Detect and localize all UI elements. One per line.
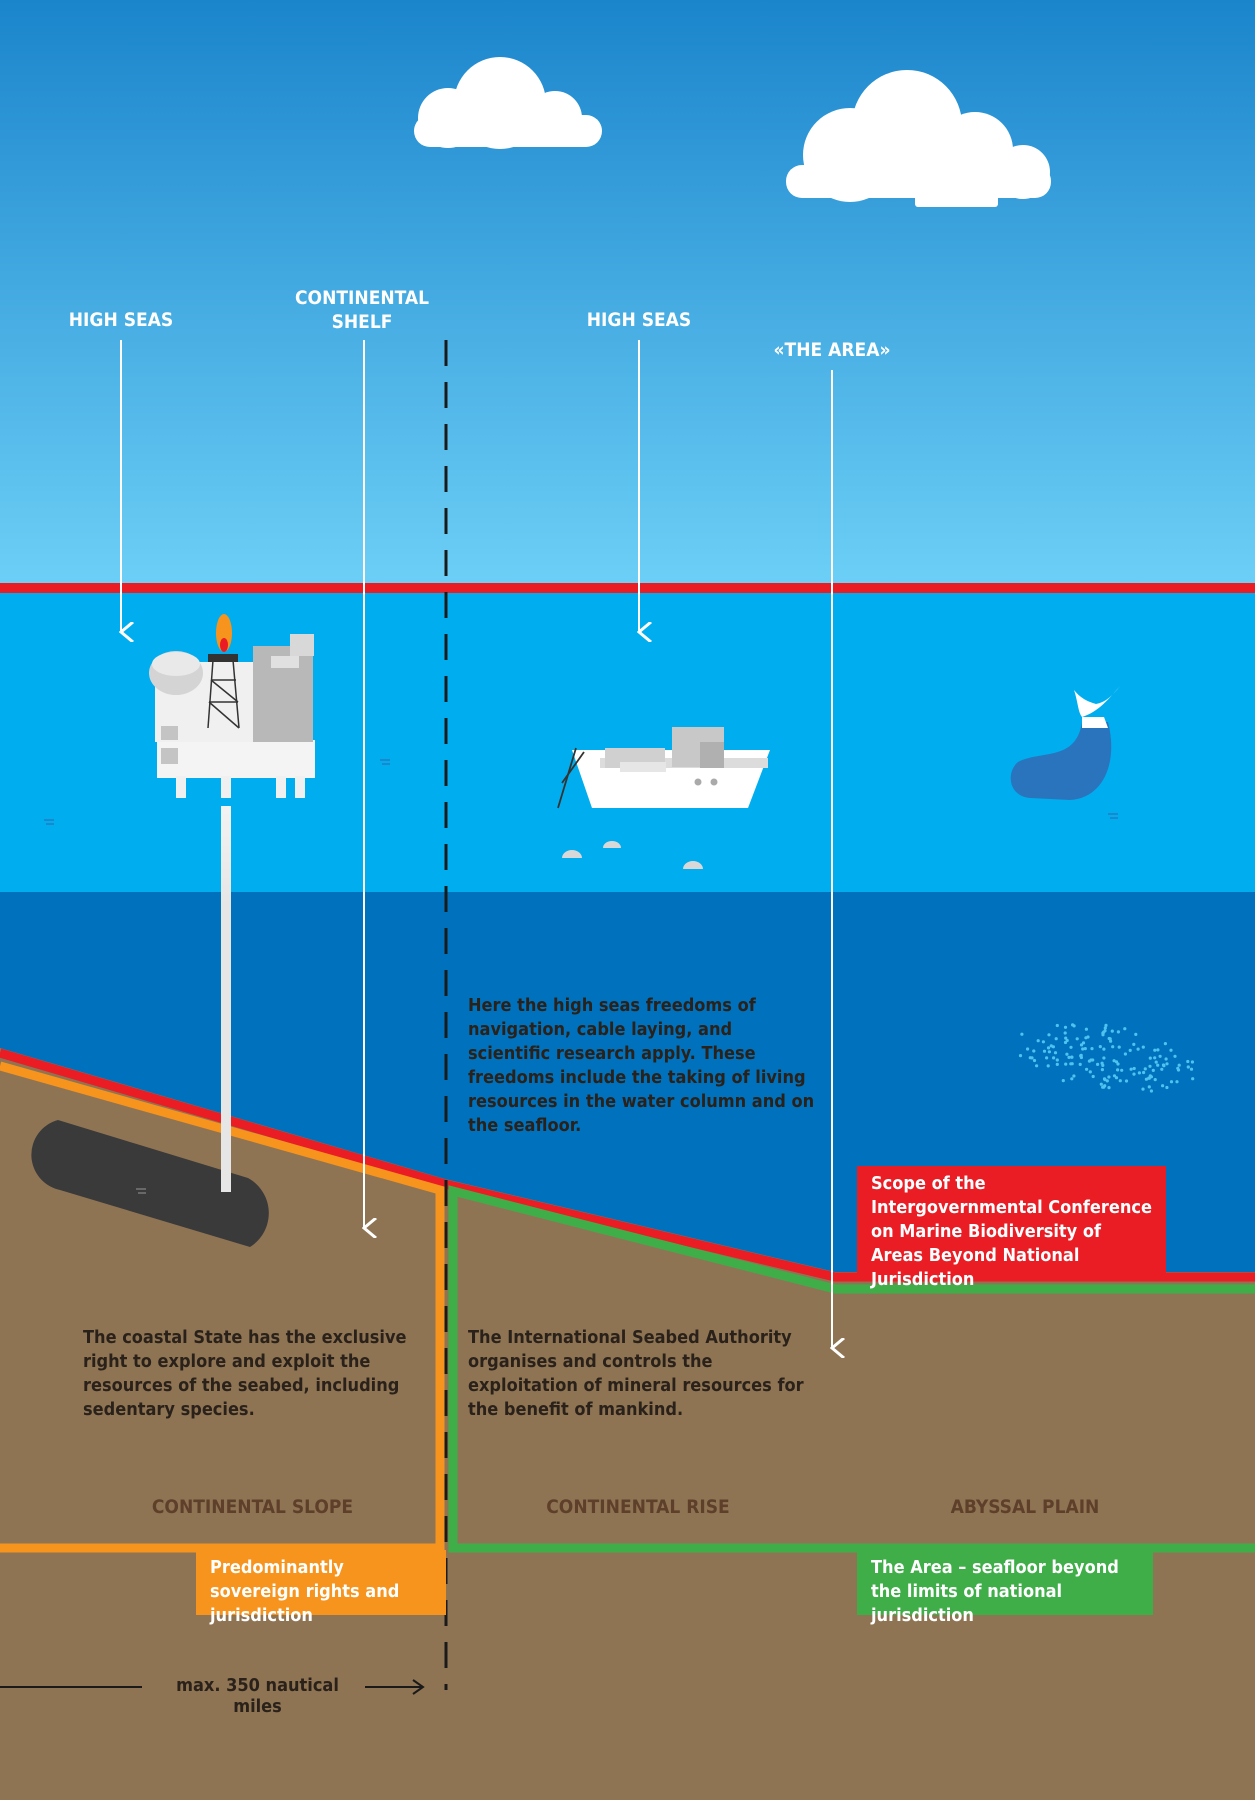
cloud-icon bbox=[786, 70, 1051, 207]
area-green-line bbox=[448, 1185, 1255, 1553]
sovereign-rights-box: Predominantly sovereign rights and juris… bbox=[196, 1550, 446, 1626]
continental-shelf-label: CONTINENTAL SHELF bbox=[295, 287, 429, 333]
igc-scope-box: Scope of the Intergovernmental Conferenc… bbox=[857, 1166, 1166, 1290]
high-seas-left-label: HIGH SEAS bbox=[68, 309, 174, 331]
shelf-orange-line bbox=[0, 1061, 445, 1553]
isa-text: The International Seabed Authority organ… bbox=[468, 1327, 804, 1420]
sky bbox=[0, 0, 1255, 584]
distance-arrowhead bbox=[412, 1679, 425, 1695]
high-seas-right-label: HIGH SEAS bbox=[586, 309, 692, 331]
fish-icon bbox=[44, 759, 1118, 825]
cloud-icon bbox=[414, 57, 602, 149]
coastal-state-text: The coastal State has the exclusive righ… bbox=[83, 1327, 407, 1420]
oil-reservoir-icon bbox=[31, 1120, 269, 1247]
fish-school-icon bbox=[1018, 1023, 1195, 1093]
zone-label-continental-rise: CONTINENTAL RISE bbox=[546, 1496, 730, 1518]
whale-icon bbox=[1010, 686, 1120, 800]
zone-label-continental-slope: CONTINENTAL SLOPE bbox=[151, 1496, 354, 1518]
the-area-box: The Area – seafloor beyond the limits of… bbox=[857, 1550, 1153, 1626]
high-seas-freedoms-text: Here the high seas freedoms of navigatio… bbox=[468, 995, 815, 1136]
the-area-label: «THE AREA» bbox=[773, 339, 891, 361]
distance-label: max. 350 nautical miles bbox=[176, 1675, 339, 1717]
oil-platform-icon bbox=[149, 614, 315, 1192]
zone-label-abyssal-plain: ABYSSAL PLAIN bbox=[950, 1496, 1100, 1518]
sea-surface-line bbox=[0, 583, 1255, 593]
research-ship-icon bbox=[557, 727, 770, 869]
fish-icon bbox=[136, 1188, 146, 1194]
